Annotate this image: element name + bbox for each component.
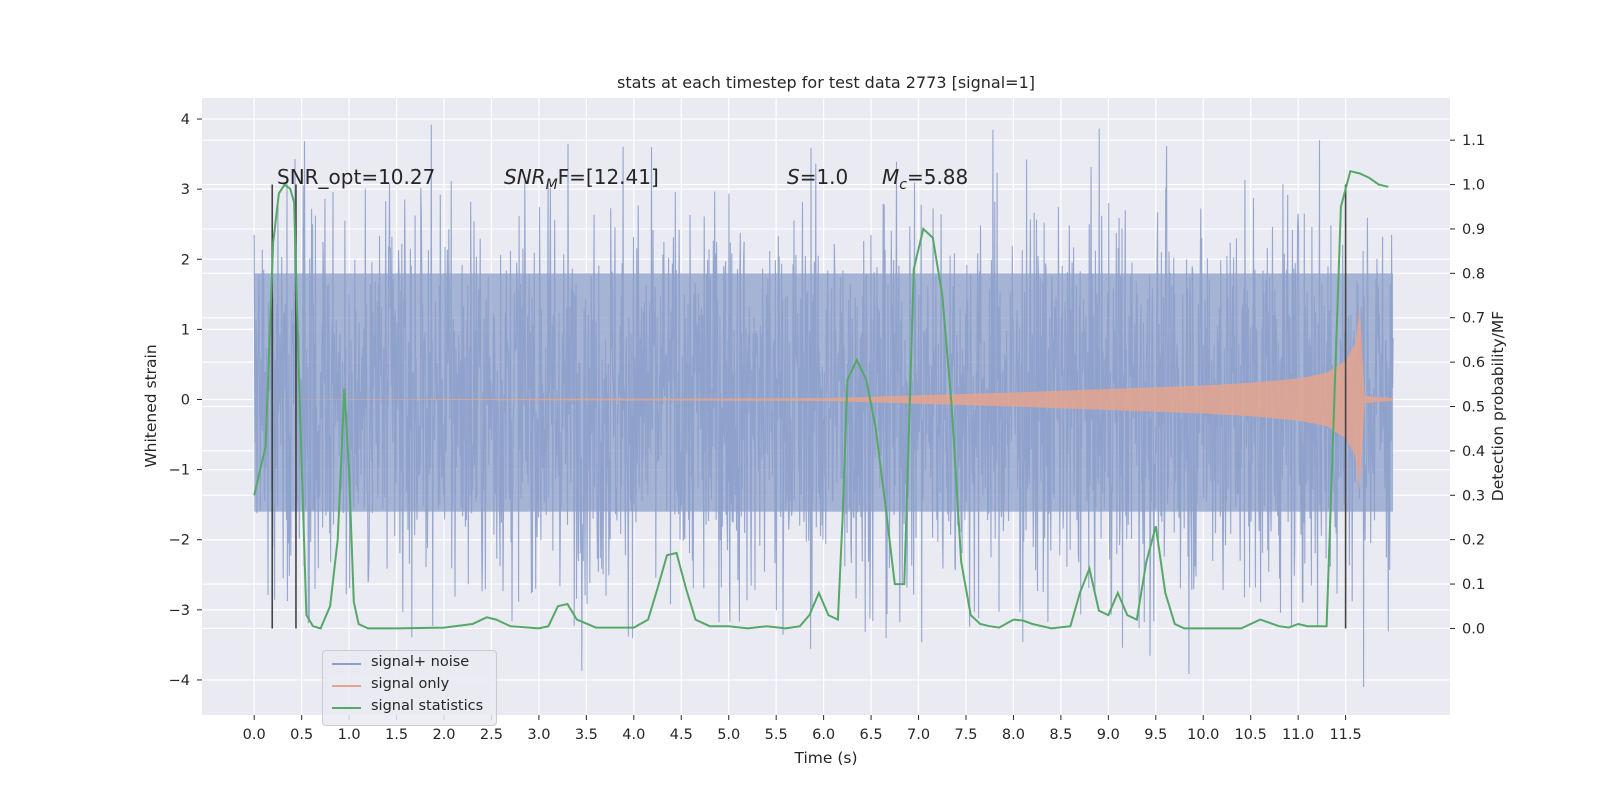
yl-tick-label-4: 0 — [181, 392, 190, 408]
x-tick-label-4: 2.0 — [432, 727, 455, 743]
yr-tick-label-7: 0.4 — [1462, 444, 1485, 460]
legend-label-signal-only: signal only — [371, 676, 450, 692]
legend-swatch-signal-noise — [332, 663, 361, 665]
yl-tick-label-8: −4 — [169, 673, 190, 689]
legend-label-signal-noise: signal+ noise — [371, 654, 470, 670]
legend-label-signal-statistics: signal statistics — [371, 698, 484, 714]
legend-item-signal-only: signal only — [323, 675, 496, 697]
x-tick-label-5: 2.5 — [480, 727, 503, 743]
x-tick-label-12: 6.0 — [812, 727, 835, 743]
signal-only-series — [254, 308, 1394, 491]
x-tick-label-18: 9.0 — [1097, 727, 1120, 743]
legend: signal+ noise signal only signal statist… — [322, 650, 497, 726]
signal-statistics-series — [253, 169, 1389, 630]
x-tick-label-8: 4.0 — [622, 727, 645, 743]
x-tick-label-16: 8.0 — [1002, 727, 1025, 743]
yl-tick-label-3: 1 — [181, 322, 190, 338]
right-y-axis-ticks: 1.1 1.0 0.9 0.8 0.7 0.6 0.5 0.4 0.3 0.2 0.1 0.0 — [1450, 133, 1485, 637]
yl-tick-label-5: −1 — [169, 463, 190, 479]
right-y-axis-label: Detection probability/MF — [1489, 311, 1507, 502]
x-tick-label-21: 10.5 — [1235, 727, 1267, 743]
x-tick-label-13: 6.5 — [860, 727, 883, 743]
x-tick-label-23: 11.5 — [1329, 727, 1361, 743]
yl-tick-label-7: −3 — [169, 603, 190, 619]
legend-swatch-signal-statistics — [332, 707, 361, 709]
yl-tick-label-0: 4 — [181, 112, 190, 128]
annotation-snr-opt: SNR_opt=10.27 — [277, 165, 435, 189]
yr-tick-label-6: 0.5 — [1462, 400, 1485, 416]
yl-tick-label-6: −2 — [169, 533, 190, 549]
x-tick-label-15: 7.5 — [954, 727, 977, 743]
x-tick-label-14: 7.0 — [907, 727, 930, 743]
yl-tick-label-2: 2 — [181, 252, 190, 268]
chart-title: stats at each timestep for test data 277… — [617, 73, 1035, 92]
left-y-axis-label: Whitened strain — [142, 344, 160, 467]
legend-item-signal-statistics: signal statistics — [323, 697, 496, 719]
legend-swatch-signal-only — [332, 685, 361, 687]
x-tick-label-2: 1.0 — [338, 727, 361, 743]
x-axis-ticks: 0.0 0.5 1.0 1.5 2.0 2.5 3.0 3.5 4.0 4.5 5.0 5.5 6.0 6… — [243, 715, 1362, 743]
annotation-snr-mf: SNRMF=[12.41] — [504, 165, 659, 193]
yr-tick-label-8: 0.3 — [1462, 488, 1485, 504]
yr-tick-label-3: 0.8 — [1462, 266, 1485, 282]
x-tick-label-17: 8.5 — [1049, 727, 1072, 743]
x-tick-label-11: 5.5 — [765, 727, 788, 743]
legend-item-signal-noise: signal+ noise — [323, 653, 496, 675]
x-tick-label-7: 3.5 — [575, 727, 598, 743]
yr-tick-label-9: 0.2 — [1462, 533, 1485, 549]
yr-tick-label-4: 0.7 — [1462, 311, 1485, 327]
annotation-mc: Mc=5.88 — [882, 165, 968, 193]
yr-tick-label-0: 1.1 — [1462, 133, 1485, 149]
left-y-axis-ticks: 4 3 2 1 0 −1 −2 −3 −4 — [169, 112, 202, 689]
x-tick-label-3: 1.5 — [385, 727, 408, 743]
x-tick-label-9: 4.5 — [670, 727, 693, 743]
annotation-s: S=1.0 — [787, 165, 848, 189]
x-tick-label-20: 10.0 — [1187, 727, 1219, 743]
x-tick-label-19: 9.5 — [1144, 727, 1167, 743]
x-tick-label-6: 3.0 — [527, 727, 550, 743]
yr-tick-label-11: 0.0 — [1462, 621, 1485, 637]
yr-tick-label-10: 0.1 — [1462, 577, 1485, 593]
signal-noise-line — [253, 124, 1394, 688]
yl-tick-label-1: 3 — [181, 182, 190, 198]
x-axis-label: Time (s) — [793, 749, 857, 767]
yr-tick-label-2: 0.9 — [1462, 222, 1485, 238]
x-tick-label-1: 0.5 — [290, 727, 313, 743]
yr-tick-label-1: 1.0 — [1462, 178, 1485, 194]
x-tick-label-0: 0.0 — [243, 727, 266, 743]
x-tick-label-10: 5.0 — [717, 727, 740, 743]
x-tick-label-22: 11.0 — [1282, 727, 1314, 743]
yr-tick-label-5: 0.6 — [1462, 355, 1485, 371]
